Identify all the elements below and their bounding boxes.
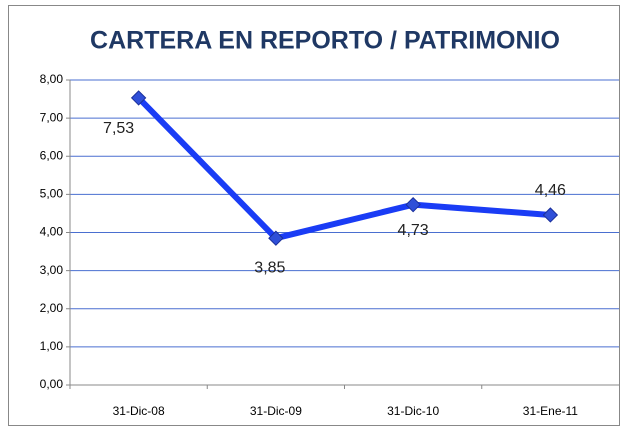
x-tick-label: 31-Ene-11 [523, 404, 578, 418]
y-tick-label: 7,00 [40, 110, 64, 124]
chart-title: CARTERA EN REPORTO / PATRIMONIO [90, 27, 560, 55]
y-tick-label: 3,00 [40, 263, 64, 277]
line [136, 95, 551, 242]
marker [542, 207, 559, 223]
data-label: 4,73 [398, 222, 429, 239]
y-tick-label: 6,00 [40, 148, 64, 162]
marker [405, 196, 421, 213]
x-tick-label: 31-Dic-09 [250, 404, 302, 418]
y-tick-label: 4,00 [40, 225, 64, 239]
marker [130, 90, 147, 106]
x-tick-label: 31-Dic-10 [387, 404, 439, 418]
data-label: 7,53 [103, 120, 134, 137]
data-label: 4,46 [535, 182, 566, 199]
y-tick-label: 8,00 [40, 72, 64, 86]
y-tick-label: 1,00 [40, 339, 64, 353]
x-tick-label: 31-Dic-08 [113, 404, 165, 418]
marker [268, 230, 284, 246]
y-tick-label: 5,00 [40, 187, 64, 201]
y-tick-label: 2,00 [40, 301, 64, 315]
y-tick-label: 0,00 [40, 377, 64, 391]
data-label: 3,85 [254, 259, 285, 276]
